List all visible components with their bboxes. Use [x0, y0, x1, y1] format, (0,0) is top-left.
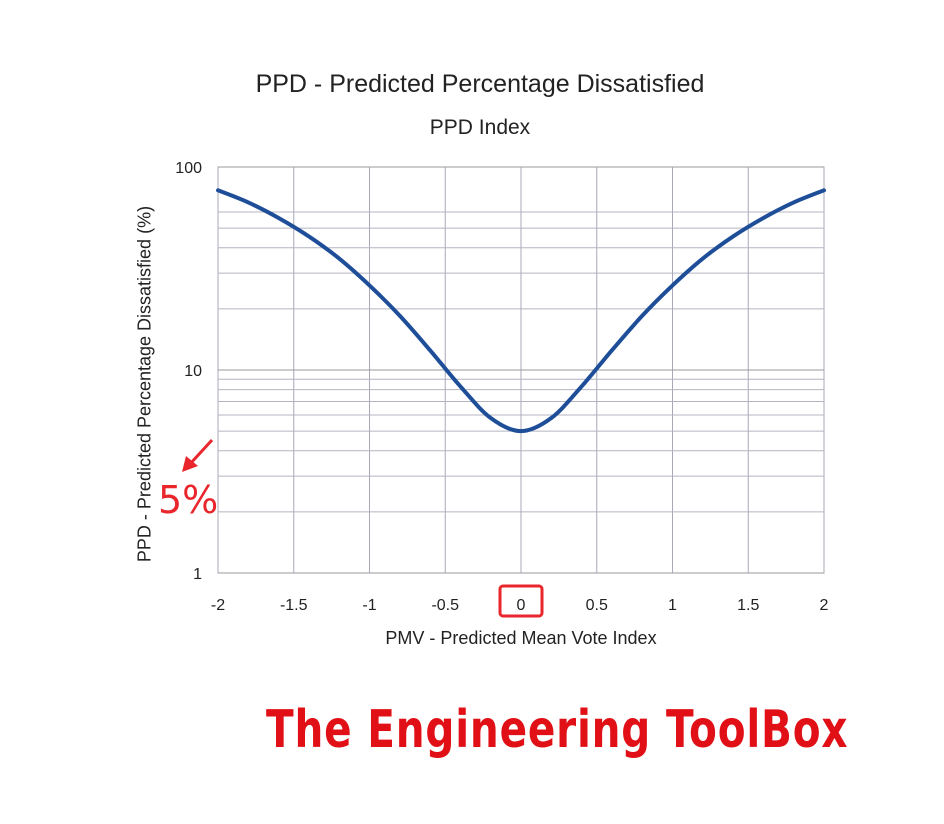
- grid-lines: [217, 167, 825, 573]
- y-tick-label: 1: [193, 566, 202, 583]
- y-tick-label: 100: [175, 160, 202, 177]
- y-tick-label: 10: [184, 363, 202, 380]
- annotation-arrow-shaft: [188, 438, 214, 466]
- y-axis-label: PPD - Predicted Percentage Dissatisfied …: [134, 205, 155, 563]
- x-tick-label: 1.5: [737, 597, 759, 614]
- five-percent-annotation: 5%: [158, 478, 219, 522]
- annotation-layer: [182, 438, 544, 618]
- chart-title: PPD - Predicted Percentage Dissatisfied: [255, 70, 705, 98]
- x-tick-label: -1: [362, 597, 376, 614]
- x-tick-label: 1: [668, 597, 677, 614]
- annotation-arrow-head: [182, 456, 198, 472]
- x-tick-label: -0.5: [431, 597, 459, 614]
- ppd-series-line: [216, 188, 826, 434]
- x-tick-label: -1.5: [280, 597, 308, 614]
- x-tick-label: 2: [820, 597, 829, 614]
- series-layer: [216, 188, 826, 434]
- tick-labels: -2 -1.5 -1 -0.5 0 0.5 1 1.5 2 1 10 100: [175, 160, 828, 614]
- chart-subtitle: PPD Index: [429, 116, 531, 139]
- engineering-toolbox-logo: The Engineering ToolBox: [266, 700, 849, 760]
- x-tick-label: -2: [211, 597, 225, 614]
- x-axis-label: PMV - Predicted Mean Vote Index: [385, 628, 657, 648]
- x-tick-label: 0.5: [586, 597, 608, 614]
- zero-highlight-box: [498, 584, 544, 618]
- x-tick-label: 0: [517, 597, 526, 614]
